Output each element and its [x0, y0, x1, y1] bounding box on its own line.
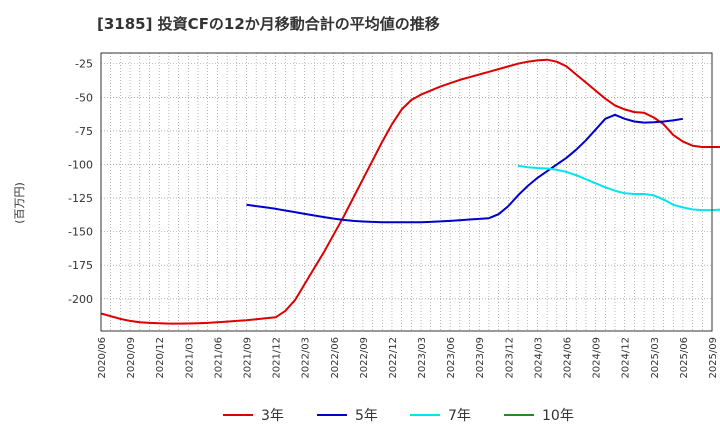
y-tick-label: -200	[68, 293, 93, 306]
series-line-1	[246, 113, 684, 224]
x-tick-label: 2023/03	[417, 337, 428, 379]
series-lines	[100, 58, 720, 325]
x-tick-label: 2023/06	[446, 337, 457, 379]
legend-label-3y: 3年	[261, 408, 284, 424]
y-tick-label: -150	[68, 226, 93, 239]
x-tick-label: 2023/09	[475, 337, 486, 379]
legend-swatch-5y	[317, 414, 347, 416]
legend: 3年 5年 7年 10年	[0, 403, 720, 427]
x-tick-label: 2025/09	[708, 337, 719, 379]
x-tick-label: 2025/06	[679, 337, 690, 379]
y-tick-label: -125	[68, 192, 93, 205]
x-tick-label: 2024/09	[592, 337, 603, 379]
x-tick-labels: 2020/06 2020/09 2020/12 2021/03 2021/06 2021/…	[97, 337, 719, 379]
legend-label-10y: 10年	[542, 408, 574, 424]
y-tick-label: -25	[75, 58, 93, 71]
legend-swatch-3y	[223, 414, 253, 416]
x-tick-label: 2022/06	[330, 337, 341, 379]
plot-frame	[100, 52, 713, 332]
series-line-2	[517, 164, 720, 212]
legend-swatch-7y	[410, 414, 440, 416]
x-tick-label: 2022/09	[359, 337, 370, 379]
x-tick-label: 2021/03	[184, 337, 195, 379]
x-tick-label: 2021/09	[242, 337, 253, 379]
y-tick-label: -100	[68, 158, 93, 171]
y-tick-label: -175	[68, 259, 93, 272]
legend-label-5y: 5年	[355, 408, 378, 424]
legend-item-5y: 5年	[317, 403, 378, 427]
x-tick-label: 2021/12	[272, 337, 283, 379]
x-tick-label: 2025/03	[650, 337, 661, 379]
y-tick-labels: -25 -50 -75 -100 -125 -150 -175 -200	[68, 58, 93, 306]
x-tick-label: 2023/12	[504, 337, 515, 379]
legend-label-7y: 7年	[448, 408, 471, 424]
x-tick-label: 2020/12	[155, 337, 166, 379]
legend-item-10y: 10年	[504, 403, 574, 427]
y-tick-label: -50	[75, 91, 93, 104]
x-tick-label: 2024/03	[533, 337, 544, 379]
legend-item-3y: 3年	[223, 403, 284, 427]
legend-swatch-10y	[504, 414, 534, 416]
x-tick-label: 2024/12	[621, 337, 632, 379]
grid	[100, 53, 713, 331]
chart-title: [3185] 投資CFの12か月移動合計の平均値の推移	[97, 15, 440, 33]
x-tick-label: 2020/09	[126, 337, 137, 379]
x-tick-label: 2020/06	[97, 337, 108, 379]
series-line-0	[100, 58, 720, 325]
y-tick-label: -75	[75, 125, 93, 138]
x-tick-label: 2022/12	[388, 337, 399, 379]
legend-item-7y: 7年	[410, 403, 471, 427]
x-tick-label: 2021/06	[213, 337, 224, 379]
x-tick-label: 2022/03	[301, 337, 312, 379]
x-tick-label: 2024/06	[563, 337, 574, 379]
